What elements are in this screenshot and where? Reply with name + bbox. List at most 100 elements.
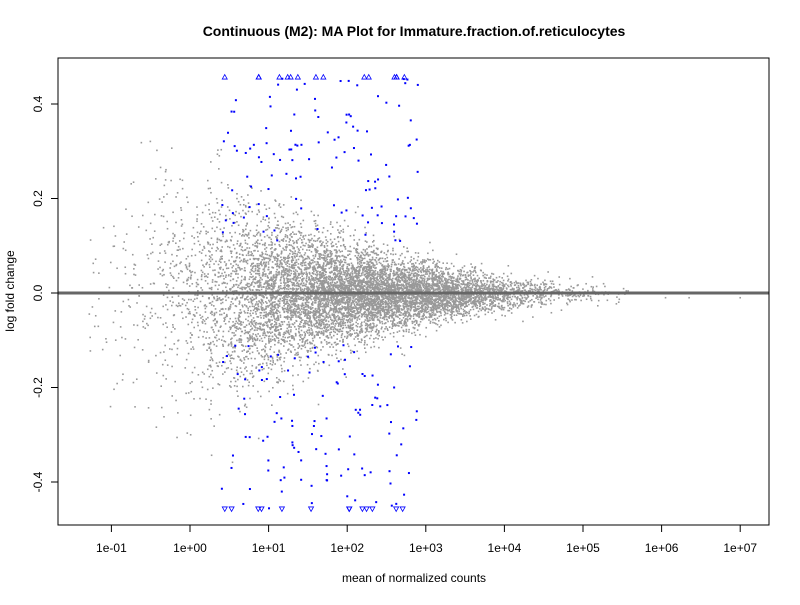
point-nonsig <box>253 285 255 288</box>
point-nonsig <box>304 341 306 343</box>
point-nonsig <box>616 296 618 298</box>
point-nonsig <box>431 277 433 279</box>
point-nonsig <box>318 314 320 317</box>
point-nonsig <box>517 282 520 284</box>
point-nonsig <box>253 337 255 339</box>
point-nonsig <box>459 274 462 277</box>
point-nonsig <box>280 343 282 345</box>
point-nonsig <box>476 289 479 292</box>
point-nonsig <box>306 329 309 332</box>
point-nonsig <box>403 320 406 323</box>
point-nonsig <box>285 263 287 266</box>
point-nonsig <box>422 265 425 267</box>
point-nonsig <box>327 336 330 339</box>
point-nonsig <box>155 426 158 428</box>
point-nonsig <box>336 297 338 299</box>
point-nonsig <box>445 319 447 322</box>
point-nonsig <box>402 294 404 297</box>
point-nonsig <box>596 304 599 307</box>
point-nonsig <box>227 187 230 189</box>
point-nonsig <box>264 244 266 247</box>
point-nonsig <box>444 317 447 320</box>
point-nonsig <box>320 244 322 247</box>
point-nonsig <box>268 207 271 209</box>
point-nonsig <box>410 256 413 258</box>
point-nonsig <box>278 300 281 303</box>
point-nonsig <box>395 295 398 297</box>
point-nonsig <box>355 256 358 259</box>
point-nonsig <box>147 361 150 363</box>
point-nonsig <box>268 217 270 220</box>
point-nonsig <box>131 253 134 256</box>
point-nonsig <box>500 281 503 284</box>
point-nonsig <box>336 273 339 276</box>
point-nonsig <box>355 324 358 327</box>
point-nonsig <box>357 285 360 287</box>
point-nonsig <box>239 410 241 413</box>
point-nonsig <box>252 278 255 281</box>
point-nonsig <box>332 286 334 289</box>
point-nonsig <box>569 289 571 291</box>
point-nonsig <box>261 243 264 246</box>
point-nonsig <box>349 235 352 237</box>
point-nonsig <box>483 282 486 285</box>
point-nonsig <box>145 305 148 308</box>
point-nonsig <box>501 295 504 298</box>
point-nonsig <box>579 294 582 296</box>
point-nonsig <box>279 298 282 301</box>
point-nonsig <box>340 272 342 274</box>
point-nonsig <box>269 348 271 351</box>
point-nonsig <box>336 255 338 258</box>
point-nonsig <box>258 264 260 267</box>
point-nonsig <box>466 278 468 280</box>
point-nonsig <box>475 313 478 316</box>
point-nonsig <box>269 362 272 365</box>
point-nonsig <box>365 272 368 275</box>
point-nonsig <box>252 262 255 265</box>
point-nonsig <box>341 318 343 321</box>
point-nonsig <box>261 340 264 342</box>
point-nonsig <box>296 282 298 285</box>
point-nonsig <box>256 350 259 352</box>
point-nonsig <box>277 328 280 331</box>
point-nonsig <box>540 294 542 296</box>
point-nonsig <box>386 244 389 247</box>
point-nonsig <box>500 286 502 289</box>
point-nonsig <box>383 312 386 315</box>
point-nonsig <box>338 276 340 278</box>
point-nonsig <box>255 321 258 324</box>
point-nonsig <box>510 285 512 287</box>
point-nonsig <box>456 300 459 303</box>
point-nonsig <box>451 273 454 276</box>
point-nonsig <box>169 262 172 265</box>
point-nonsig <box>292 365 294 367</box>
point-nonsig <box>325 251 328 253</box>
point-nonsig <box>175 242 177 245</box>
point-nonsig <box>457 289 460 292</box>
point-nonsig <box>370 310 372 313</box>
point-nonsig <box>447 278 449 281</box>
point-nonsig <box>220 266 222 269</box>
point-nonsig <box>271 304 274 307</box>
point-nonsig <box>428 270 430 273</box>
point-nonsig <box>314 228 317 230</box>
point-nonsig <box>438 261 441 263</box>
point-nonsig <box>333 238 336 240</box>
point-nonsig <box>393 324 396 327</box>
point-nonsig <box>176 436 178 439</box>
point-nonsig <box>419 333 421 336</box>
point-nonsig <box>350 262 353 265</box>
point-nonsig <box>373 314 376 317</box>
point-nonsig <box>355 297 357 300</box>
point-nonsig <box>456 283 459 286</box>
point-nonsig <box>457 301 460 303</box>
point-nonsig <box>332 321 334 324</box>
point-nonsig <box>356 288 359 291</box>
point-nonsig <box>494 294 496 296</box>
point-nonsig <box>381 257 384 260</box>
point-nonsig <box>303 293 305 296</box>
point-nonsig <box>387 300 390 303</box>
point-nonsig <box>200 381 203 383</box>
point-nonsig <box>438 271 440 274</box>
point-nonsig <box>471 266 474 268</box>
